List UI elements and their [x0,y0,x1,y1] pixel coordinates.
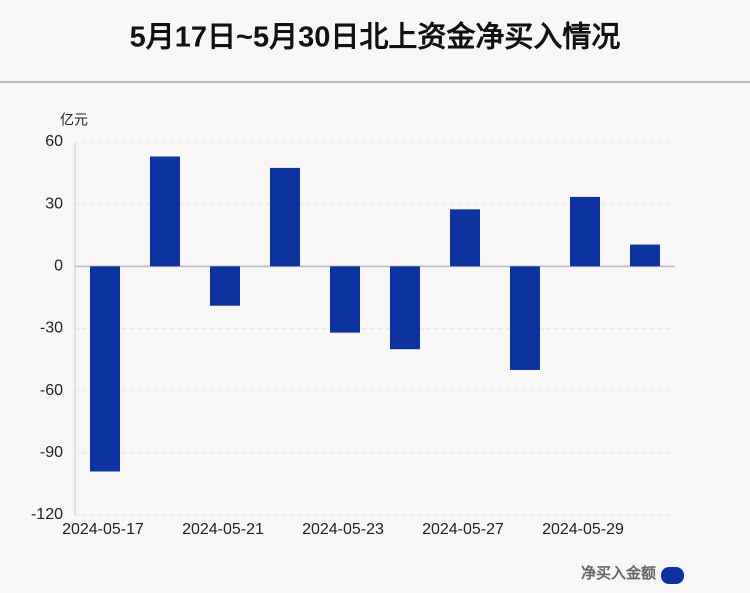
x-tick-label: 2024-05-27 [422,521,504,538]
y-tick-label: -120 [31,506,63,523]
bar [90,266,120,472]
x-tick-label: 2024-05-29 [542,521,624,538]
y-axis-label: 亿元 [60,112,88,128]
x-tick-label: 2024-05-17 [62,521,144,538]
y-tick-label: -60 [40,382,63,399]
x-tick-label: 2024-05-23 [302,521,384,538]
y-tick-label: -90 [40,444,63,461]
y-tick-label: 0 [54,258,63,275]
y-tick-label: 30 [45,195,63,212]
bar [630,244,660,267]
bar [210,266,240,306]
y-tick-label: -30 [40,320,63,337]
bar [570,196,600,267]
bar [150,156,180,267]
x-tick-label: 2024-05-21 [182,521,264,538]
bar [390,266,420,350]
bar [270,167,300,267]
bar [330,266,360,333]
bar [450,209,480,267]
legend-swatch [661,567,684,584]
chart-title: 5月17日~5月30日北上资金净买入情况 [130,20,621,54]
bar [510,266,540,370]
y-tick-label: 60 [45,133,63,150]
legend-label: 净买入金额 [581,564,656,582]
